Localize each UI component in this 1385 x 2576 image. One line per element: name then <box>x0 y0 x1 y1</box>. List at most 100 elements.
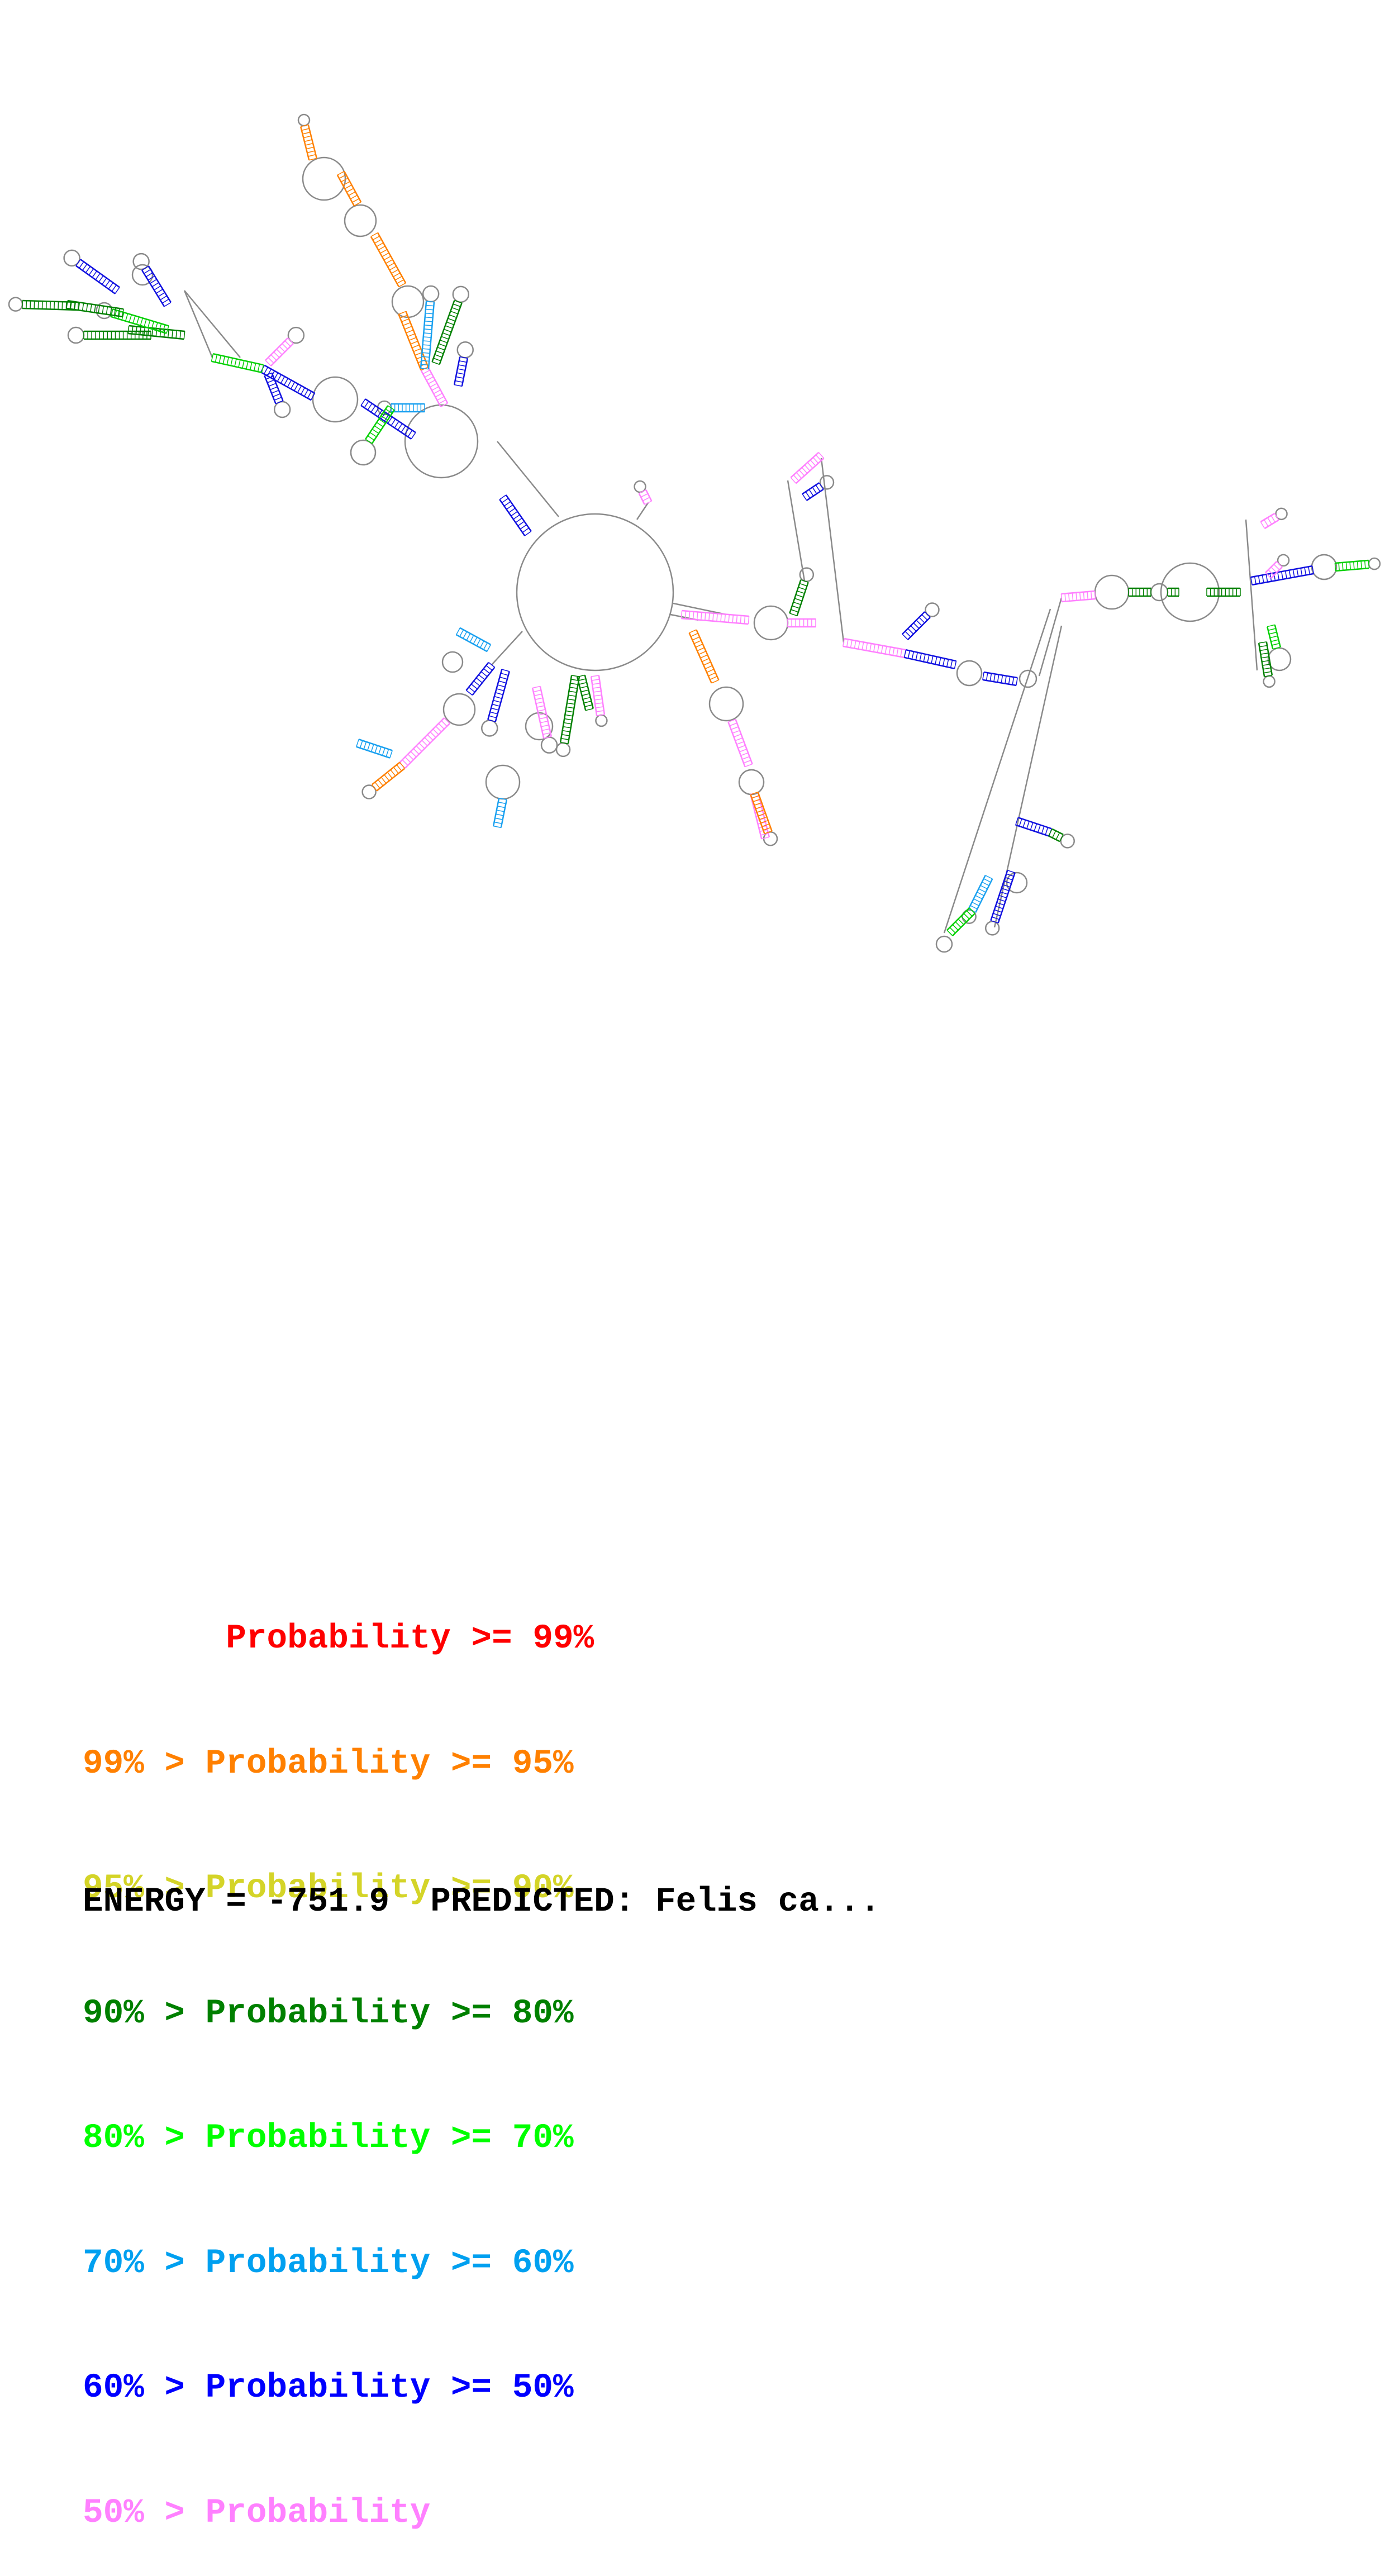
base-pair <box>133 316 135 323</box>
base-pair <box>356 739 359 746</box>
base-pair <box>1357 561 1358 569</box>
base-pair <box>807 463 812 468</box>
helix-stem <box>467 663 495 696</box>
loop-circle <box>444 694 475 725</box>
base-pair <box>1278 572 1279 580</box>
base-pair <box>806 492 810 498</box>
base-pair <box>265 360 271 366</box>
loop-circle <box>9 298 22 311</box>
base-pair <box>441 721 447 726</box>
base-pair <box>444 329 451 332</box>
base-pair <box>955 922 961 927</box>
backbone-line <box>184 291 240 358</box>
base-pair <box>582 694 590 696</box>
base-pair <box>818 453 824 458</box>
base-pair <box>308 155 316 156</box>
base-pair <box>115 287 120 293</box>
base-pair <box>454 385 462 387</box>
base-pair <box>502 669 509 672</box>
base-pair <box>388 263 394 267</box>
base-pair <box>411 432 416 439</box>
base-pair <box>387 772 392 778</box>
base-pair <box>374 426 381 430</box>
helix-stem <box>791 453 824 483</box>
base-pair <box>954 661 956 669</box>
base-pair <box>885 646 887 654</box>
base-pair <box>1072 593 1073 601</box>
base-pair <box>424 325 432 326</box>
helix-stem <box>1265 561 1282 578</box>
base-pair <box>493 701 501 703</box>
base-pair <box>425 313 433 314</box>
base-pair <box>525 531 531 536</box>
base-pair <box>108 283 113 289</box>
loop-circle <box>986 921 999 935</box>
base-pair <box>491 708 498 710</box>
helix-strand <box>1335 560 1368 563</box>
base-pair <box>402 760 408 765</box>
legend-label: Probability <box>206 2494 431 2532</box>
base-pair <box>345 185 351 189</box>
base-pair <box>540 721 548 723</box>
base-pair <box>274 352 279 358</box>
base-pair <box>1260 649 1268 650</box>
base-pair <box>456 628 460 635</box>
probability-legend: Probability >= 99% 99% > Probability >= … <box>83 1535 594 2576</box>
base-pair <box>427 735 433 740</box>
base-pair <box>102 278 107 284</box>
base-pair <box>268 380 275 383</box>
base-pair <box>499 677 507 679</box>
base-pair <box>712 680 719 683</box>
helix-stem <box>211 354 263 373</box>
backbone-line <box>1246 520 1257 670</box>
base-pair <box>732 615 733 623</box>
base-pair <box>105 280 110 287</box>
base-pair <box>494 822 502 823</box>
base-pair <box>481 672 487 677</box>
base-pair <box>99 275 103 282</box>
base-pair <box>975 896 983 899</box>
legend-label: Probability >= 60% <box>206 2244 574 2283</box>
base-pair <box>1053 831 1056 838</box>
base-pair <box>144 319 146 326</box>
base-pair <box>813 458 818 463</box>
helix-stem <box>265 338 293 366</box>
base-pair <box>563 727 571 728</box>
loop-circle <box>298 115 310 126</box>
base-pair <box>535 698 543 699</box>
base-pair <box>473 637 477 644</box>
base-pair <box>705 665 712 669</box>
base-pair <box>577 675 585 677</box>
base-pair <box>513 515 520 519</box>
base-pair <box>1270 636 1278 637</box>
helix-stem <box>371 233 406 287</box>
base-pair <box>501 673 508 675</box>
helix-stem <box>532 686 551 738</box>
base-pair <box>458 369 465 370</box>
base-pair <box>925 612 930 617</box>
helix-strand <box>421 370 441 407</box>
base-pair <box>1301 568 1302 576</box>
base-pair <box>893 647 894 655</box>
base-pair <box>964 913 969 919</box>
base-pair <box>983 672 984 680</box>
base-pair <box>703 662 711 665</box>
base-pair <box>1080 592 1081 600</box>
base-pair <box>421 368 429 369</box>
helix-stem <box>560 675 579 744</box>
backbone-line <box>944 609 1050 933</box>
base-pair <box>1266 574 1268 582</box>
helix-strand <box>428 367 448 403</box>
loop-circle <box>274 402 290 417</box>
base-pair <box>596 707 603 708</box>
base-pair <box>586 708 593 710</box>
base-pair <box>458 365 466 366</box>
base-pair <box>433 729 439 735</box>
base-pair <box>368 436 374 440</box>
base-pair <box>984 879 991 882</box>
loop-circle <box>957 661 982 685</box>
base-pair <box>397 280 404 284</box>
helix-stem <box>904 650 956 669</box>
helix-strand <box>371 236 399 287</box>
base-pair <box>1361 561 1362 569</box>
